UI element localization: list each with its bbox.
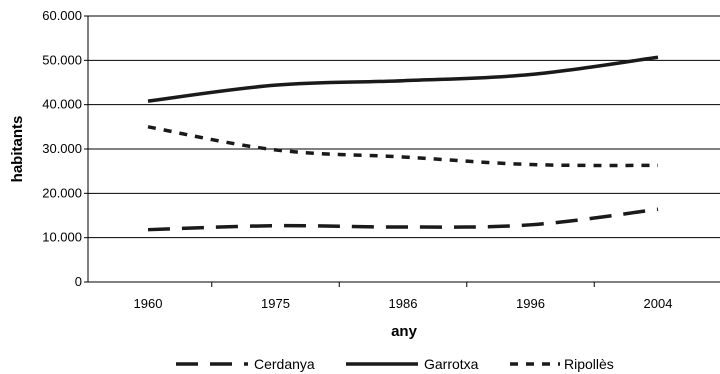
y-tick-label: 30.000	[42, 141, 82, 156]
legend-label-ripollès: Ripollès	[564, 356, 614, 372]
y-tick-label: 20.000	[42, 185, 82, 200]
y-tick-label: 10.000	[42, 230, 82, 245]
y-tick-label: 40.000	[42, 97, 82, 112]
x-tick-label: 1996	[516, 296, 545, 311]
legend: Cerdanya Garrotxa Ripollès	[176, 356, 614, 372]
series-line-cerdanya	[147, 207, 659, 232]
axes	[87, 16, 720, 283]
x-tick-label: 1960	[134, 296, 163, 311]
y-axis-title: habitants	[9, 116, 26, 183]
x-tick-label: 2004	[644, 296, 673, 311]
y-tick-label: 50.000	[42, 52, 82, 67]
x-tick-labels: 1960 1975 1986 1996 2004	[134, 296, 673, 311]
y-tick-label: 0	[75, 274, 82, 289]
series-line-garrotxa	[147, 55, 659, 103]
series-line-ripollès	[147, 125, 659, 168]
y-tick-label: 60.000	[42, 8, 82, 23]
y-tick-labels: 0 10.000 20.000 30.000 40.000 50.000 60.000	[42, 8, 82, 289]
x-axis-title: any	[391, 323, 418, 340]
x-tick-label: 1975	[261, 296, 290, 311]
gridlines	[84, 15, 720, 287]
legend-label-cerdanya: Cerdanya	[254, 356, 315, 372]
series-lines	[147, 55, 659, 232]
x-tick-label: 1986	[389, 296, 418, 311]
legend-label-garrotxa: Garrotxa	[424, 356, 479, 372]
